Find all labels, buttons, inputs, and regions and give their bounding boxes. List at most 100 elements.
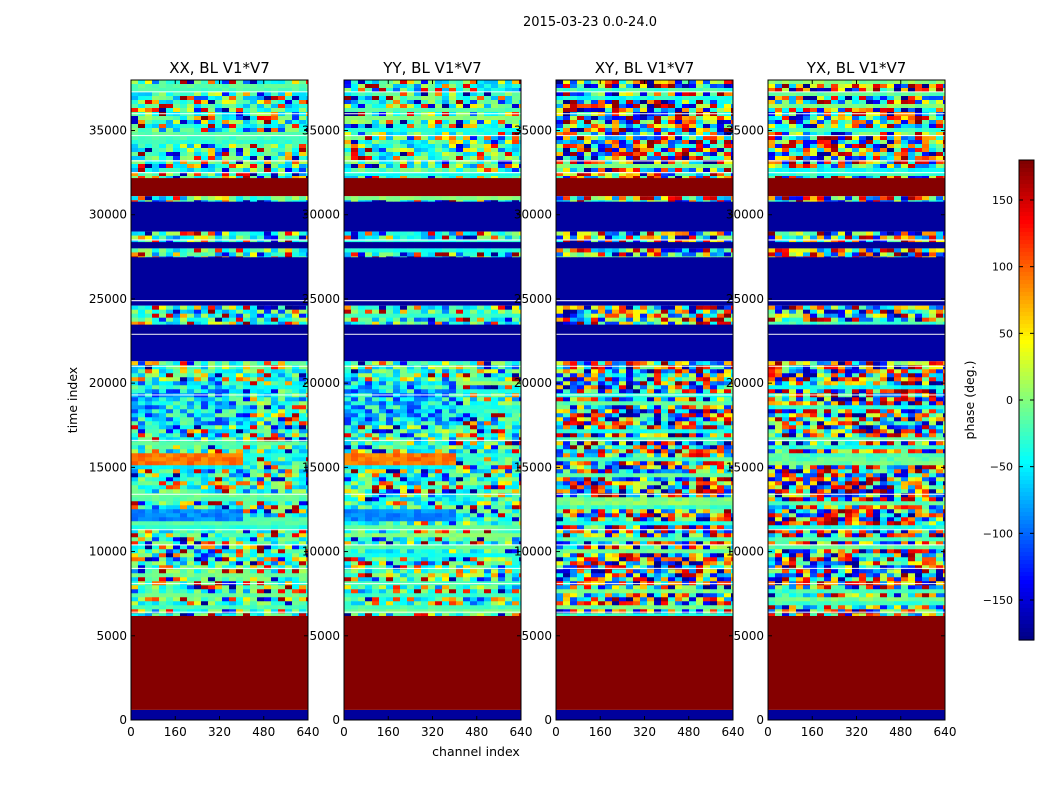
heatmap-cell bbox=[407, 92, 415, 97]
heatmap-cell bbox=[299, 425, 307, 430]
heatmap-cell bbox=[505, 545, 513, 550]
heatmap-cell bbox=[372, 381, 380, 386]
heatmap-cell bbox=[456, 557, 464, 562]
heatmap-cell bbox=[299, 256, 307, 258]
heatmap-cell bbox=[271, 389, 279, 394]
heatmap-cell bbox=[407, 373, 415, 378]
heatmap-cell bbox=[379, 425, 387, 430]
heatmap-cell bbox=[229, 164, 237, 169]
heatmap-cell bbox=[278, 231, 286, 236]
heatmap-cell bbox=[484, 605, 492, 610]
heatmap-cell bbox=[131, 132, 139, 137]
heatmap-cell bbox=[236, 473, 244, 478]
heatmap-cell bbox=[393, 429, 401, 434]
heatmap-cell bbox=[166, 365, 174, 370]
heatmap-cell bbox=[145, 605, 153, 610]
heatmap-cell bbox=[180, 235, 188, 240]
heatmap-cell bbox=[351, 465, 359, 470]
heatmap-cell bbox=[180, 305, 188, 311]
heatmap-cell bbox=[229, 597, 237, 602]
heatmap-cell bbox=[519, 252, 522, 257]
heatmap-cell bbox=[519, 116, 522, 121]
heatmap-cell bbox=[271, 481, 279, 486]
heatmap-cell bbox=[477, 445, 485, 450]
heatmap-cell bbox=[215, 321, 223, 325]
heatmap-cell bbox=[400, 525, 408, 530]
heatmap-cell bbox=[393, 373, 401, 378]
heatmap-cell bbox=[519, 585, 522, 590]
heatmap-cell bbox=[393, 421, 401, 426]
heatmap-cell bbox=[372, 493, 380, 498]
heatmap-cell bbox=[229, 248, 237, 253]
heatmap-cell bbox=[435, 401, 443, 406]
heatmap-cell bbox=[243, 537, 251, 542]
heatmap-cell bbox=[145, 577, 153, 582]
heatmap-cell bbox=[236, 525, 244, 530]
heatmap-cell bbox=[166, 545, 174, 550]
heatmap-cell bbox=[236, 377, 244, 382]
heatmap-cell bbox=[512, 529, 520, 534]
heatmap-cell bbox=[505, 525, 513, 530]
heatmap-cell bbox=[306, 525, 309, 530]
heatmap-cell bbox=[299, 248, 307, 253]
heatmap-cell bbox=[131, 235, 139, 240]
heatmap-cell bbox=[351, 461, 359, 466]
heatmap-cell bbox=[187, 200, 195, 202]
heatmap-cell bbox=[400, 509, 408, 514]
heatmap-cell bbox=[201, 409, 209, 414]
heatmap-cell bbox=[201, 573, 209, 578]
heatmap-cell bbox=[222, 365, 230, 370]
heatmap-cell bbox=[491, 373, 499, 378]
heatmap-cell bbox=[306, 124, 309, 129]
heatmap-cell bbox=[145, 231, 153, 236]
heatmap-cell bbox=[421, 601, 429, 606]
heatmap-cell bbox=[271, 473, 279, 478]
heatmap-cell bbox=[351, 481, 359, 486]
heatmap-cell bbox=[491, 445, 499, 450]
heatmap-cell bbox=[243, 529, 251, 534]
heatmap-cell bbox=[166, 453, 174, 458]
heatmap-cell bbox=[477, 525, 485, 530]
heatmap-cell bbox=[484, 465, 492, 470]
heatmap-cell bbox=[236, 545, 244, 550]
heatmap-cell bbox=[215, 453, 223, 458]
heatmap-cell bbox=[358, 305, 366, 311]
heatmap-cell bbox=[250, 485, 258, 490]
heatmap-cell bbox=[306, 453, 309, 458]
heatmap-cell bbox=[250, 497, 258, 502]
heatmap-cell bbox=[491, 569, 499, 574]
heatmap-cell bbox=[484, 381, 492, 386]
heatmap-cell bbox=[215, 561, 223, 566]
heatmap-cell bbox=[358, 545, 366, 550]
heatmap-cell bbox=[180, 601, 188, 606]
heatmap-cell bbox=[278, 549, 286, 554]
heatmap-cell bbox=[208, 100, 216, 105]
heatmap-cell bbox=[166, 132, 174, 137]
heatmap-cell bbox=[393, 437, 401, 442]
heatmap-cell bbox=[180, 116, 188, 121]
heatmap-cell bbox=[187, 517, 195, 522]
heatmap-cell bbox=[173, 160, 181, 165]
heatmap-cell bbox=[449, 541, 457, 546]
heatmap-cell bbox=[264, 573, 272, 578]
heatmap-cell bbox=[442, 529, 450, 534]
heatmap-cell bbox=[292, 401, 300, 406]
heatmap-cell bbox=[477, 231, 485, 236]
heatmap-cell bbox=[407, 445, 415, 450]
heatmap-cell bbox=[386, 248, 394, 253]
heatmap-cell bbox=[250, 493, 258, 498]
heatmap-cell bbox=[505, 248, 513, 253]
heatmap-cell bbox=[442, 417, 450, 422]
heatmap-cell bbox=[166, 152, 174, 157]
heatmap-cell bbox=[166, 465, 174, 470]
heatmap-cell bbox=[372, 541, 380, 546]
heatmap-cell bbox=[264, 521, 272, 526]
heatmap-cell bbox=[393, 501, 401, 506]
heatmap-cell bbox=[180, 593, 188, 598]
phase-band bbox=[344, 324, 521, 336]
heatmap-cell bbox=[250, 457, 258, 462]
heatmap-cell bbox=[435, 317, 443, 323]
heatmap-cell bbox=[449, 200, 457, 202]
heatmap-cell bbox=[306, 140, 309, 145]
heatmap-cell bbox=[386, 461, 394, 466]
